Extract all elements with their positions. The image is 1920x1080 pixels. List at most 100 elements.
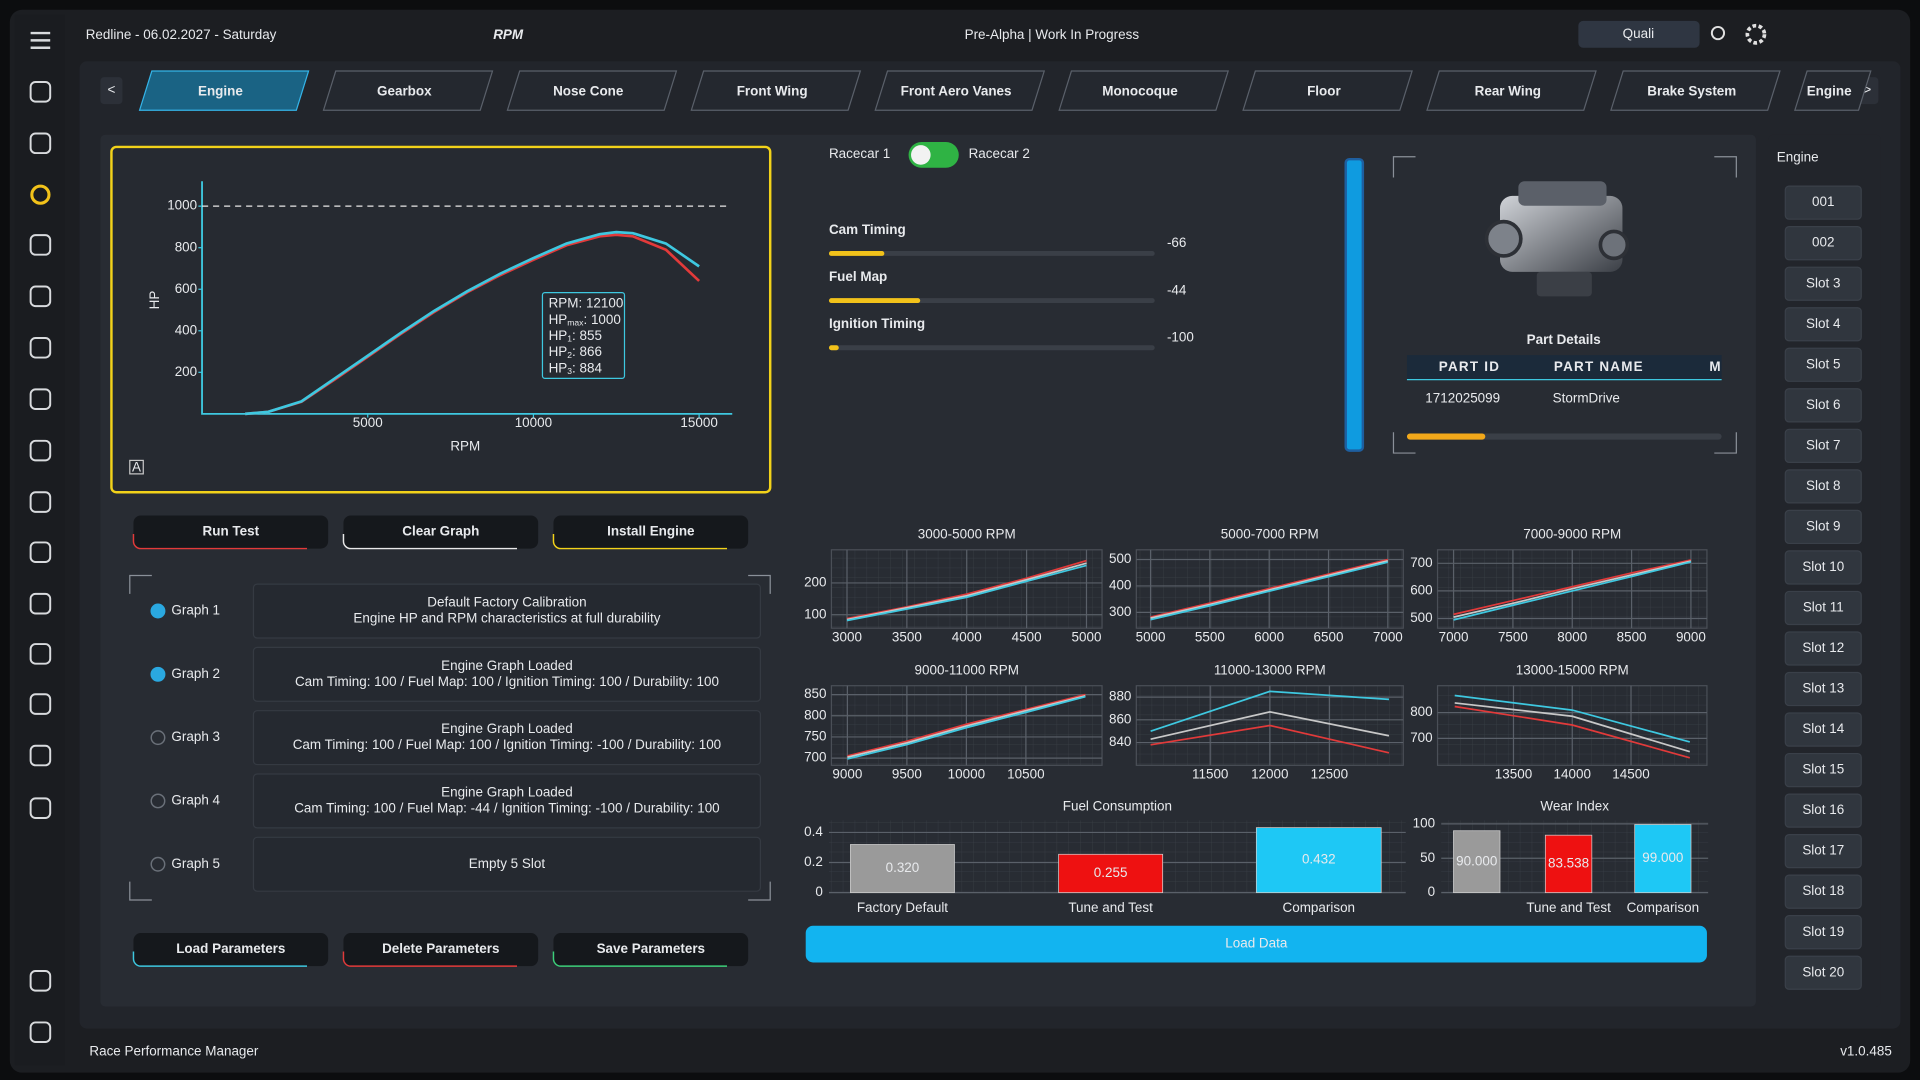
radio[interactable] bbox=[150, 856, 166, 872]
tab-label: Engine bbox=[198, 83, 243, 98]
search-icon[interactable] bbox=[1710, 25, 1726, 41]
settings-icon[interactable] bbox=[1745, 23, 1767, 45]
bar-value-label: 83.538 bbox=[1548, 855, 1589, 870]
slot-label: Slot 11 bbox=[1803, 600, 1844, 615]
graph-label: Graph 4 bbox=[171, 793, 220, 808]
tab[interactable] bbox=[322, 70, 494, 111]
tooltip bbox=[541, 292, 626, 379]
radio[interactable] bbox=[150, 603, 166, 619]
nav-icon[interactable] bbox=[29, 541, 52, 564]
radio[interactable] bbox=[150, 793, 166, 809]
tab-label: Floor bbox=[1307, 83, 1341, 98]
slot-button[interactable] bbox=[1784, 874, 1862, 909]
tab[interactable] bbox=[1058, 70, 1229, 111]
y-tick-label: 800 bbox=[804, 707, 826, 722]
slot-button[interactable] bbox=[1784, 590, 1862, 626]
button[interactable] bbox=[552, 932, 749, 967]
slot-button[interactable] bbox=[1784, 428, 1862, 463]
button-label: Clear Graph bbox=[402, 524, 479, 539]
nav-icon[interactable] bbox=[30, 31, 51, 49]
slot-button[interactable] bbox=[1784, 226, 1862, 261]
tab[interactable] bbox=[1242, 70, 1413, 111]
tab[interactable] bbox=[690, 70, 862, 111]
slot-button[interactable] bbox=[1784, 631, 1862, 666]
graph-line: Engine Graph Loaded bbox=[441, 658, 573, 673]
tab[interactable] bbox=[874, 70, 1046, 111]
slot-button[interactable] bbox=[1784, 671, 1862, 707]
radio[interactable] bbox=[150, 730, 166, 746]
slot-button[interactable] bbox=[1784, 712, 1862, 747]
slot-button[interactable] bbox=[1784, 469, 1862, 504]
slot-button[interactable] bbox=[1784, 833, 1862, 869]
series-line bbox=[1150, 690, 1390, 733]
button[interactable] bbox=[342, 514, 539, 550]
icon-shape bbox=[29, 388, 52, 410]
slot-button[interactable] bbox=[1784, 307, 1862, 342]
icon-shape bbox=[29, 132, 52, 155]
slider-track[interactable] bbox=[828, 345, 1155, 351]
tooltip-sub: 2 bbox=[567, 350, 572, 360]
slot-button[interactable] bbox=[1784, 915, 1862, 950]
button[interactable] bbox=[552, 514, 749, 550]
nav-icon[interactable] bbox=[29, 970, 52, 992]
button[interactable] bbox=[132, 932, 329, 967]
nav-icon[interactable] bbox=[30, 184, 51, 205]
nav-icon[interactable] bbox=[29, 1021, 52, 1044]
x-tick-label: 5500 bbox=[1195, 630, 1225, 645]
nav-icon[interactable] bbox=[29, 693, 52, 715]
slider-name: Fuel Map bbox=[829, 269, 887, 284]
nav-icon[interactable] bbox=[29, 744, 52, 767]
slider-value: -44 bbox=[1167, 282, 1187, 297]
tab[interactable] bbox=[138, 70, 310, 111]
slot-button[interactable] bbox=[1784, 793, 1862, 828]
tab-prev[interactable] bbox=[100, 77, 123, 105]
nav-icon[interactable] bbox=[29, 388, 52, 410]
x-tick-label: Comparison bbox=[1627, 900, 1700, 915]
tab[interactable] bbox=[1794, 70, 1872, 111]
slot-button[interactable] bbox=[1784, 347, 1862, 382]
x-tick-label: 6500 bbox=[1314, 630, 1344, 645]
slot-button[interactable] bbox=[1784, 185, 1862, 220]
slot-button[interactable] bbox=[1784, 955, 1862, 990]
slot-label: Slot 12 bbox=[1802, 640, 1844, 655]
slot-label: Slot 7 bbox=[1806, 437, 1840, 452]
nav-icon[interactable] bbox=[29, 81, 52, 103]
nav-icon[interactable] bbox=[29, 797, 52, 819]
load-data-button[interactable] bbox=[805, 925, 1707, 963]
slider-fill bbox=[828, 298, 921, 304]
nav-icon[interactable] bbox=[29, 643, 52, 665]
slider-track[interactable] bbox=[828, 251, 1155, 256]
slider-fill bbox=[828, 345, 839, 351]
x-tick-label: 7000 bbox=[1439, 630, 1469, 645]
y-tick-label: 100 bbox=[804, 606, 826, 621]
slot-button[interactable] bbox=[1784, 266, 1862, 301]
series-line bbox=[1150, 560, 1389, 619]
tab[interactable] bbox=[1610, 70, 1781, 111]
nav-icon[interactable] bbox=[29, 491, 52, 513]
x-axis-label: RPM bbox=[450, 439, 480, 454]
tab[interactable] bbox=[1426, 70, 1597, 111]
chart-title: 13000-15000 RPM bbox=[1516, 663, 1629, 678]
y-tick-label: 0 bbox=[815, 884, 822, 899]
axes bbox=[201, 181, 733, 415]
x-tick-label: 5000 bbox=[353, 415, 383, 430]
nav-icon[interactable] bbox=[29, 234, 52, 256]
slot-button[interactable] bbox=[1784, 550, 1862, 585]
slot-label: Slot 5 bbox=[1806, 356, 1840, 371]
nav-icon[interactable] bbox=[29, 439, 52, 462]
nav-icon[interactable] bbox=[29, 285, 52, 308]
button-label: Load Data bbox=[1225, 936, 1288, 951]
nav-icon[interactable] bbox=[29, 592, 52, 615]
button[interactable] bbox=[132, 514, 329, 550]
tab[interactable] bbox=[506, 70, 678, 111]
nav-icon[interactable] bbox=[29, 336, 52, 359]
radio[interactable] bbox=[150, 666, 166, 682]
series-line bbox=[1454, 705, 1691, 759]
button[interactable] bbox=[342, 932, 539, 967]
slot-button[interactable] bbox=[1784, 752, 1862, 788]
slot-button[interactable] bbox=[1784, 509, 1862, 545]
session-select[interactable] bbox=[1578, 20, 1700, 48]
slot-button[interactable] bbox=[1784, 388, 1862, 423]
nav-icon[interactable] bbox=[29, 132, 52, 155]
y-tick-label: 200 bbox=[175, 364, 197, 379]
